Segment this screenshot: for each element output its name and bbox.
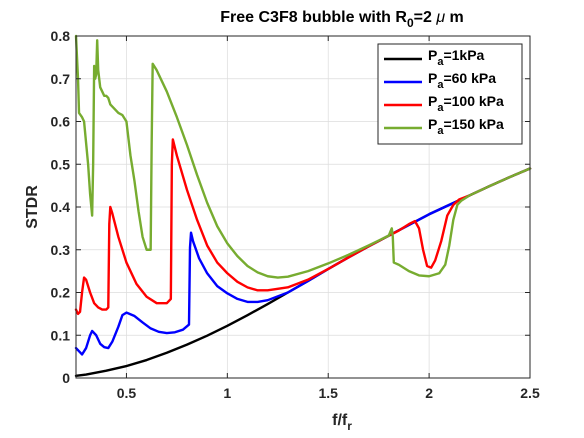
y-tick-label: 0.5 [51,156,71,172]
x-tick-label: 1.5 [318,385,338,401]
legend-label-1: Pa=60 kPa [428,70,496,91]
y-tick-label: 0.6 [51,114,71,130]
legend-label-0: Pa=1kPa [428,47,485,68]
y-tick-label: 0 [62,370,70,386]
y-tick-label: 0.2 [51,285,71,301]
y-tick-label: 0.8 [51,28,71,44]
x-tick-label: 2.5 [520,385,540,401]
series-line-2 [74,138,532,316]
x-tick-label: 1 [223,385,231,401]
x-tick-label: 0.5 [117,385,137,401]
y-tick-label: 0.1 [51,327,71,343]
legend-label-2: Pa=100 kPa [428,93,504,114]
tick-labels: 0.5 1 1.5 2 2.5 0 0.1 0.2 0.3 0.4 0.5 0.6 0.7 0.8 [51,28,540,401]
y-axis-label: STDR [24,185,41,229]
axes [75,35,531,379]
x-tick-label: 2 [425,385,433,401]
series-layer [74,34,532,378]
x-axis-label: f/fr [332,412,352,433]
series-line-3 [74,34,532,279]
chart-title: Free C3F8 bubble with R0=2 μ m [220,9,464,30]
legend-label-3: Pa=150 kPa [428,116,504,137]
y-tick-label: 0.4 [51,199,71,215]
y-tick-label: 0.3 [51,242,71,258]
y-tick-label: 0.7 [51,71,71,87]
